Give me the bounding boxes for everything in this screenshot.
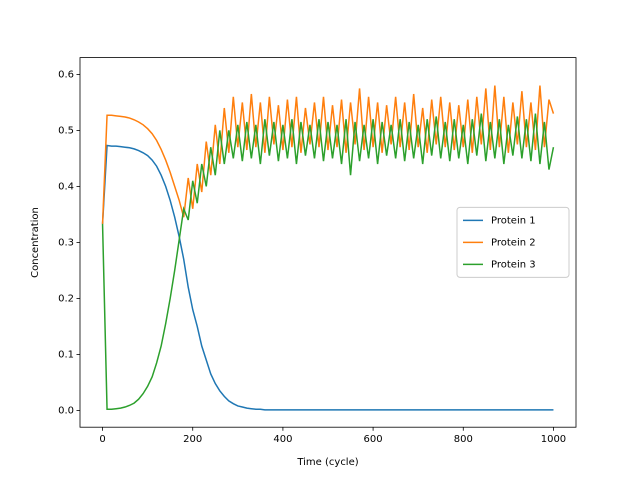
y-tick-label: 0.4	[58, 181, 74, 192]
y-tick-label: 0.0	[58, 405, 74, 416]
legend: Protein 1 Protein 2 Protein 3	[456, 206, 570, 278]
legend-label: Protein 1	[491, 215, 536, 226]
data-line	[101, 113, 555, 411]
x-tick-label: 400	[273, 434, 292, 445]
legend-box	[456, 206, 570, 278]
data-line	[101, 85, 555, 224]
x-tick-label: 0	[99, 434, 105, 445]
x-tick-label: 600	[364, 434, 383, 445]
y-tick-label: 0.6	[58, 69, 74, 80]
data-line	[101, 144, 554, 411]
y-tick-label: 0.3	[58, 237, 74, 248]
x-tick-label: 1000	[541, 434, 566, 445]
x-tick-label: 800	[454, 434, 473, 445]
x-tick-label: 200	[183, 434, 202, 445]
y-axis-label: Concentration	[30, 207, 41, 278]
legend-label: Protein 2	[491, 237, 536, 248]
y-tick-label: 0.1	[58, 349, 74, 360]
y-tick-label: 0.2	[58, 293, 74, 304]
x-axis-label: Time (cycle)	[296, 457, 358, 468]
y-tick-label: 0.5	[58, 125, 74, 136]
plot-frame	[79, 57, 577, 428]
legend-label: Protein 3	[491, 259, 536, 270]
